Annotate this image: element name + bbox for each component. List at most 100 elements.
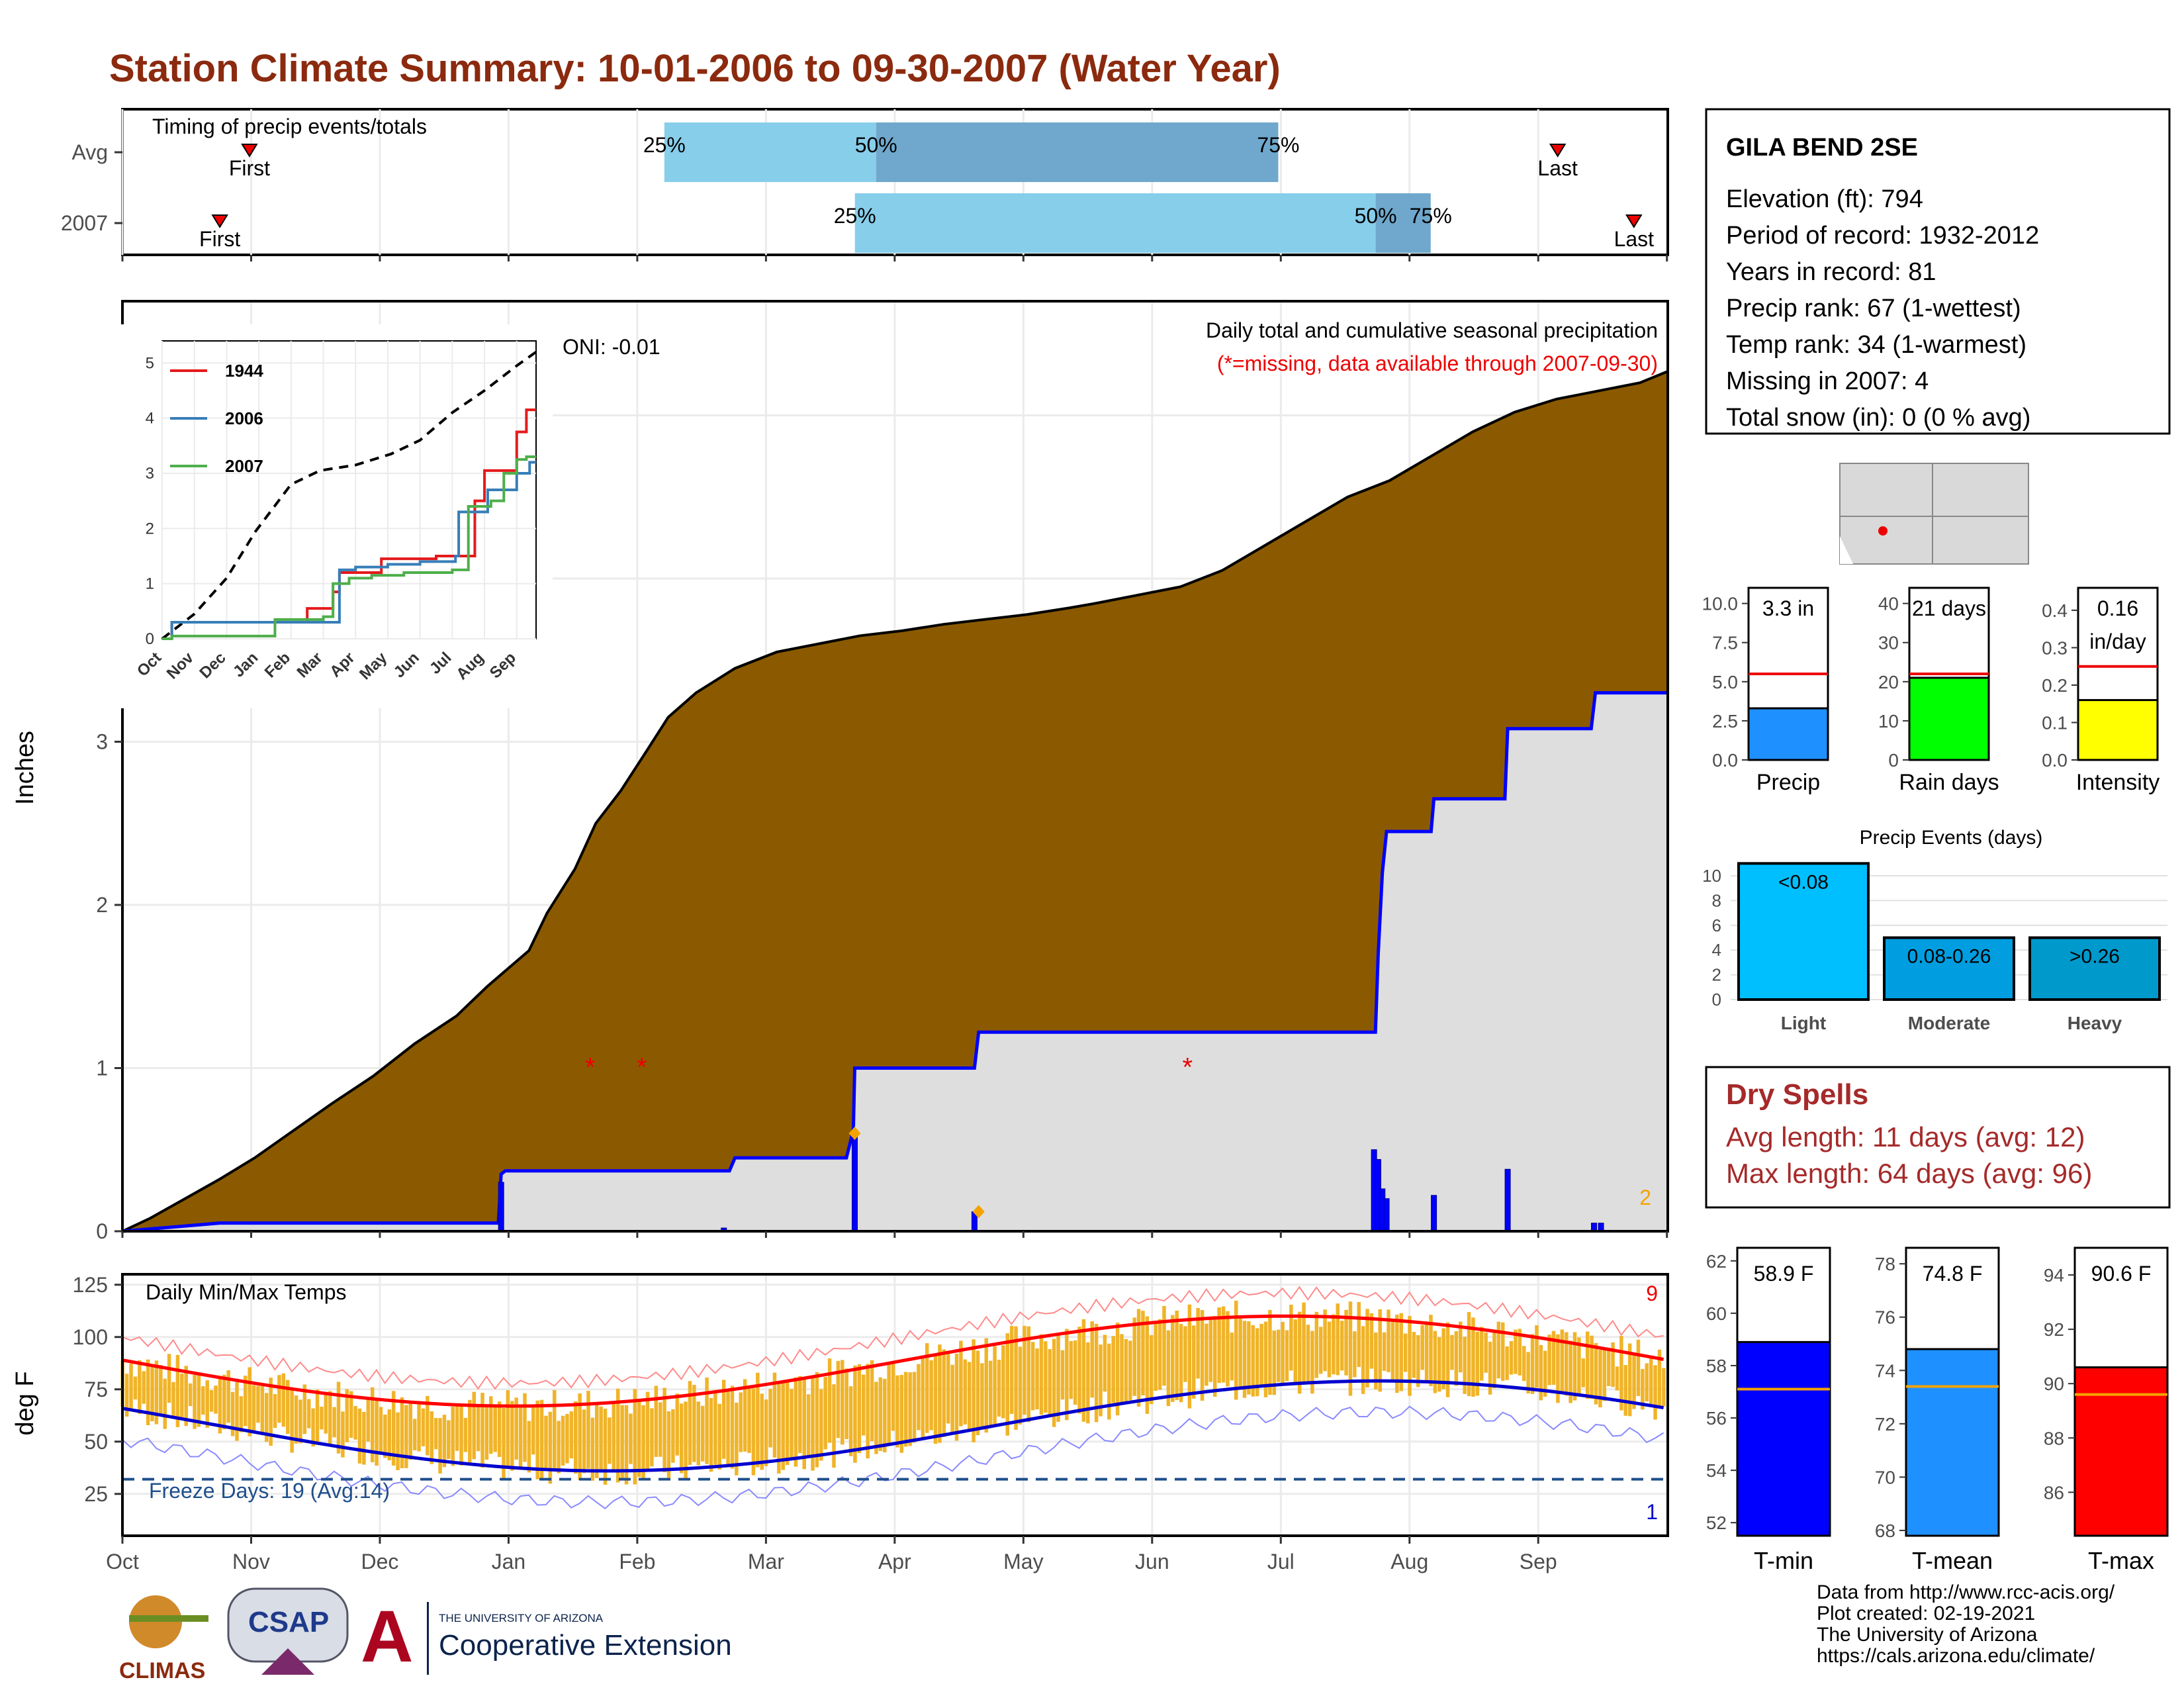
precip-y-tick-label: 3 xyxy=(96,730,108,754)
daily-temp-bar xyxy=(561,1415,565,1466)
daily-temp-bar xyxy=(459,1404,463,1466)
daily-temp-bar xyxy=(493,1404,497,1452)
daily-temp-bar xyxy=(823,1376,827,1450)
daily-temp-bar xyxy=(709,1397,713,1472)
daily-temp-bar xyxy=(527,1421,531,1473)
daily-temp-bar xyxy=(1420,1325,1424,1370)
daily-temp-bar xyxy=(320,1407,324,1430)
map-mexico-area xyxy=(1840,536,1853,564)
daily-precip-bar xyxy=(851,1129,858,1232)
precip-y-tick-label: 1 xyxy=(96,1056,108,1080)
daily-temp-bar xyxy=(870,1360,874,1442)
daily-temp-bar xyxy=(1374,1332,1378,1389)
daily-temp-bar xyxy=(214,1385,218,1414)
daily-temp-bar xyxy=(1162,1305,1166,1386)
daily-temp-bar xyxy=(197,1372,201,1427)
temps-y-axis-label: deg F xyxy=(11,1371,39,1435)
temp-bar-tick-label: 68 xyxy=(1875,1521,1895,1541)
inset-y-tick-label: 1 xyxy=(146,575,154,593)
daily-temp-bar xyxy=(1369,1313,1374,1369)
daily-temp-bar xyxy=(713,1389,717,1465)
daily-temp-bar xyxy=(1297,1311,1302,1394)
daily-temp-bar xyxy=(984,1338,989,1433)
events-y-tick-label: 4 xyxy=(1712,940,1721,960)
daily-temp-bar xyxy=(1124,1338,1128,1403)
daily-temp-bar xyxy=(129,1363,133,1410)
daily-temp-bar xyxy=(1234,1300,1238,1400)
daily-temp-bar xyxy=(480,1393,484,1468)
daily-temp-bar xyxy=(705,1377,709,1464)
temp-bar-value-label: 58.9 F xyxy=(1754,1262,1814,1286)
summary-bar-label: Intensity xyxy=(2076,770,2160,795)
daily-temp-bar xyxy=(1217,1307,1221,1383)
precip-event-bar-label: 0.08-0.26 xyxy=(1907,946,1991,968)
daily-temp-bar xyxy=(1251,1325,1255,1397)
daily-temp-bar xyxy=(586,1391,590,1469)
daily-temp-bar xyxy=(489,1396,493,1454)
daily-temp-bar xyxy=(1445,1322,1450,1397)
daily-temp-bar xyxy=(1187,1304,1192,1409)
inset-frame xyxy=(161,340,537,639)
daily-temp-bar xyxy=(815,1372,819,1468)
daily-temp-bar xyxy=(772,1372,777,1458)
daily-temp-bar xyxy=(1627,1343,1632,1417)
temp-bar-tick-label: 54 xyxy=(1706,1460,1727,1481)
daily-temp-bar xyxy=(433,1418,438,1450)
daily-temp-bar xyxy=(1018,1346,1023,1425)
summary-bar-tick-label: 0.0 xyxy=(2042,750,2068,771)
events-y-tick-label: 2 xyxy=(1712,965,1721,985)
station-location-dot xyxy=(1878,526,1888,536)
daily-temp-bar xyxy=(878,1377,883,1452)
temps-x-tick-label: May xyxy=(1003,1550,1043,1573)
precip-y-tick-label: 0 xyxy=(96,1219,108,1243)
daily-temp-bar xyxy=(1408,1315,1412,1396)
daily-temp-bar xyxy=(1480,1327,1484,1381)
daily-temp-bar xyxy=(988,1360,993,1427)
daily-temp-bar xyxy=(421,1408,426,1446)
station-info-line: Years in record: 81 xyxy=(1726,258,1936,286)
daily-temp-bar xyxy=(306,1399,311,1429)
daily-temp-bar xyxy=(1606,1350,1611,1386)
dry-spells-avg-length: Avg length: 11 days (avg: 12) xyxy=(1726,1121,2085,1152)
daily-temp-bar xyxy=(256,1385,260,1423)
daily-temp-bar xyxy=(925,1343,929,1433)
daily-temp-bar xyxy=(903,1372,908,1447)
daily-temp-bar xyxy=(1547,1335,1551,1385)
summary-bar-value xyxy=(2077,699,2159,761)
daily-temp-bar xyxy=(311,1408,315,1447)
daily-temp-bar xyxy=(841,1360,844,1445)
daily-temp-bar xyxy=(430,1411,433,1464)
daily-temp-bar xyxy=(1145,1316,1150,1414)
temp-bar-tick-label: 86 xyxy=(2044,1482,2064,1503)
daily-temp-bar xyxy=(1488,1341,1492,1395)
daily-temp-bar xyxy=(362,1411,366,1465)
daily-temp-bar xyxy=(273,1394,277,1429)
station-info-line: Precip rank: 67 (1-wettest) xyxy=(1726,295,2021,322)
credits-block: Data from http://www.rcc-acis.org/ Plot … xyxy=(1817,1582,2115,1667)
quartile-25-label: 25% xyxy=(834,204,876,228)
temp-bar-value-label: 74.8 F xyxy=(1923,1262,1983,1286)
daily-precip-bar xyxy=(1431,1195,1437,1232)
daily-temp-bar xyxy=(798,1376,802,1454)
temp-bar-tick-label: 78 xyxy=(1875,1254,1895,1274)
daily-temp-bar xyxy=(1166,1330,1171,1407)
daily-temp-bar xyxy=(154,1360,159,1425)
precip-event-diamond xyxy=(972,1205,985,1219)
daily-temp-bar xyxy=(857,1364,862,1454)
daily-temp-bar xyxy=(637,1399,641,1477)
daily-temp-bar xyxy=(743,1379,747,1452)
daily-temp-bar xyxy=(959,1340,963,1427)
daily-temp-bar xyxy=(438,1418,442,1474)
daily-temp-bar xyxy=(599,1406,603,1471)
daily-temp-bar xyxy=(332,1407,336,1438)
daily-temp-bar xyxy=(1365,1309,1369,1388)
summary-bar-tick-label: 0.0 xyxy=(1712,750,1738,771)
daily-temp-bar xyxy=(615,1388,620,1483)
station-info-box xyxy=(1705,108,2171,435)
daily-temp-bar xyxy=(239,1396,244,1432)
daily-temp-bar xyxy=(1183,1326,1187,1382)
inset-legend-label: 2006 xyxy=(225,408,263,428)
daily-temp-bar xyxy=(790,1389,794,1458)
